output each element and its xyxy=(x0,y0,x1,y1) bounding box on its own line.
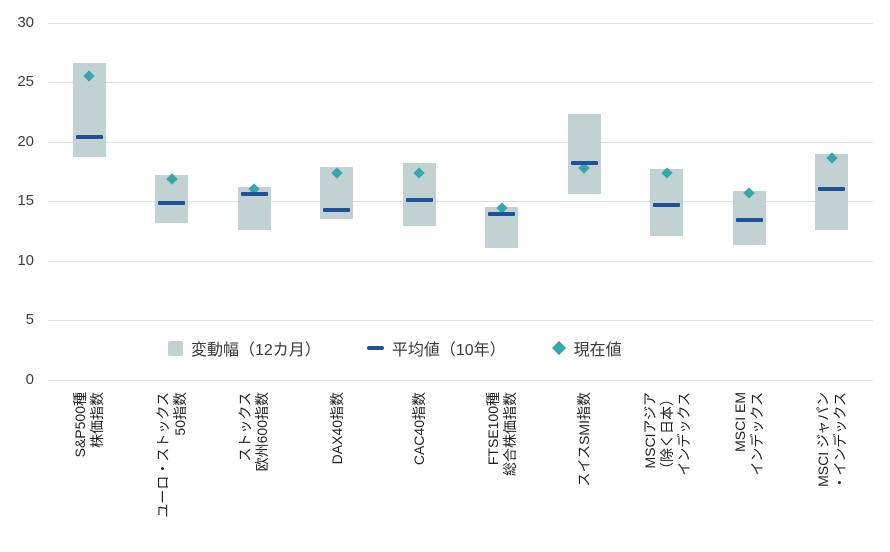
x-category-label: S&P500種 株価指数 xyxy=(62,392,116,552)
x-category-label-text: CAC40指数 xyxy=(410,392,427,466)
average-line-marker xyxy=(405,198,433,203)
average-line-marker xyxy=(158,200,186,205)
range-bar xyxy=(567,114,601,195)
x-category-label-text: FTSE100種 総合株価指数 xyxy=(484,392,518,476)
range-bar xyxy=(732,190,766,246)
x-category-label: DAX40指数 xyxy=(310,392,364,552)
y-tick-label: 30 xyxy=(17,13,34,31)
gridline xyxy=(48,320,873,322)
y-tick-label: 5 xyxy=(25,311,34,329)
x-category-label: FTSE100種 総合株価指数 xyxy=(475,392,529,552)
average-line-marker xyxy=(818,187,846,192)
x-category-label: MSCIアジア （除く日本） インデックス xyxy=(640,392,694,552)
x-category-label-text: MSCI EM インデックス xyxy=(732,392,766,476)
x-category-label-text: S&P500種 株価指数 xyxy=(72,392,106,458)
gridline xyxy=(48,82,873,84)
average-line-marker xyxy=(240,192,268,197)
x-category-label: MSCI EM インデックス xyxy=(722,392,776,552)
gridline xyxy=(48,22,873,24)
x-category-label-text: MSCI ジャパン ・インデックス xyxy=(814,392,848,490)
chart-legend: 変動幅（12カ月） 平均値（10年） 現在値 xyxy=(168,336,622,360)
range-swatch-icon xyxy=(168,340,183,356)
x-category-label: CAC40指数 xyxy=(392,392,446,552)
x-category-label: MSCI ジャパン ・インデックス xyxy=(805,392,859,552)
average-line-marker xyxy=(653,202,681,207)
x-category-label: スイスSMI指数 xyxy=(557,392,611,552)
range-bar xyxy=(650,169,684,236)
average-line-marker xyxy=(75,135,103,140)
gridline xyxy=(48,380,873,381)
y-tick-label: 0 xyxy=(25,371,34,388)
x-category-label: ユーロ・ストックス 50指数 xyxy=(145,392,199,552)
x-category-label-text: ストックス 欧州600指数 xyxy=(237,392,271,472)
legend-label-average: 平均値（10年） xyxy=(391,342,506,359)
average-line-marker xyxy=(323,207,351,212)
y-tick-label: 15 xyxy=(17,192,34,210)
legend-item-current: 現在値 xyxy=(551,336,622,360)
y-tick-label: 20 xyxy=(17,132,34,150)
gridline xyxy=(48,260,873,262)
y-tick-label: 10 xyxy=(17,251,34,269)
x-category-label-text: スイスSMI指数 xyxy=(575,392,592,487)
x-category-label-text: ユーロ・ストックス 50指数 xyxy=(154,392,188,518)
average-line-marker xyxy=(488,212,516,217)
gridline xyxy=(48,201,873,203)
average-dash-icon xyxy=(366,346,384,350)
average-line-marker xyxy=(570,161,598,166)
range-bar xyxy=(815,153,849,230)
current-diamond-icon xyxy=(551,340,566,356)
x-category-label-text: MSCIアジア （除く日本） インデックス xyxy=(641,392,692,476)
gridline xyxy=(48,141,873,143)
y-tick-label: 25 xyxy=(17,73,34,91)
x-category-label-text: DAX40指数 xyxy=(328,392,345,465)
average-line-marker xyxy=(735,218,763,223)
legend-item-average: 平均値（10年） xyxy=(366,336,506,360)
x-category-label: ストックス 欧州600指数 xyxy=(227,392,281,552)
legend-item-range: 変動幅（12カ月） xyxy=(168,336,321,360)
legend-label-current: 現在値 xyxy=(573,342,622,359)
legend-label-range: 変動幅（12カ月） xyxy=(191,342,321,359)
